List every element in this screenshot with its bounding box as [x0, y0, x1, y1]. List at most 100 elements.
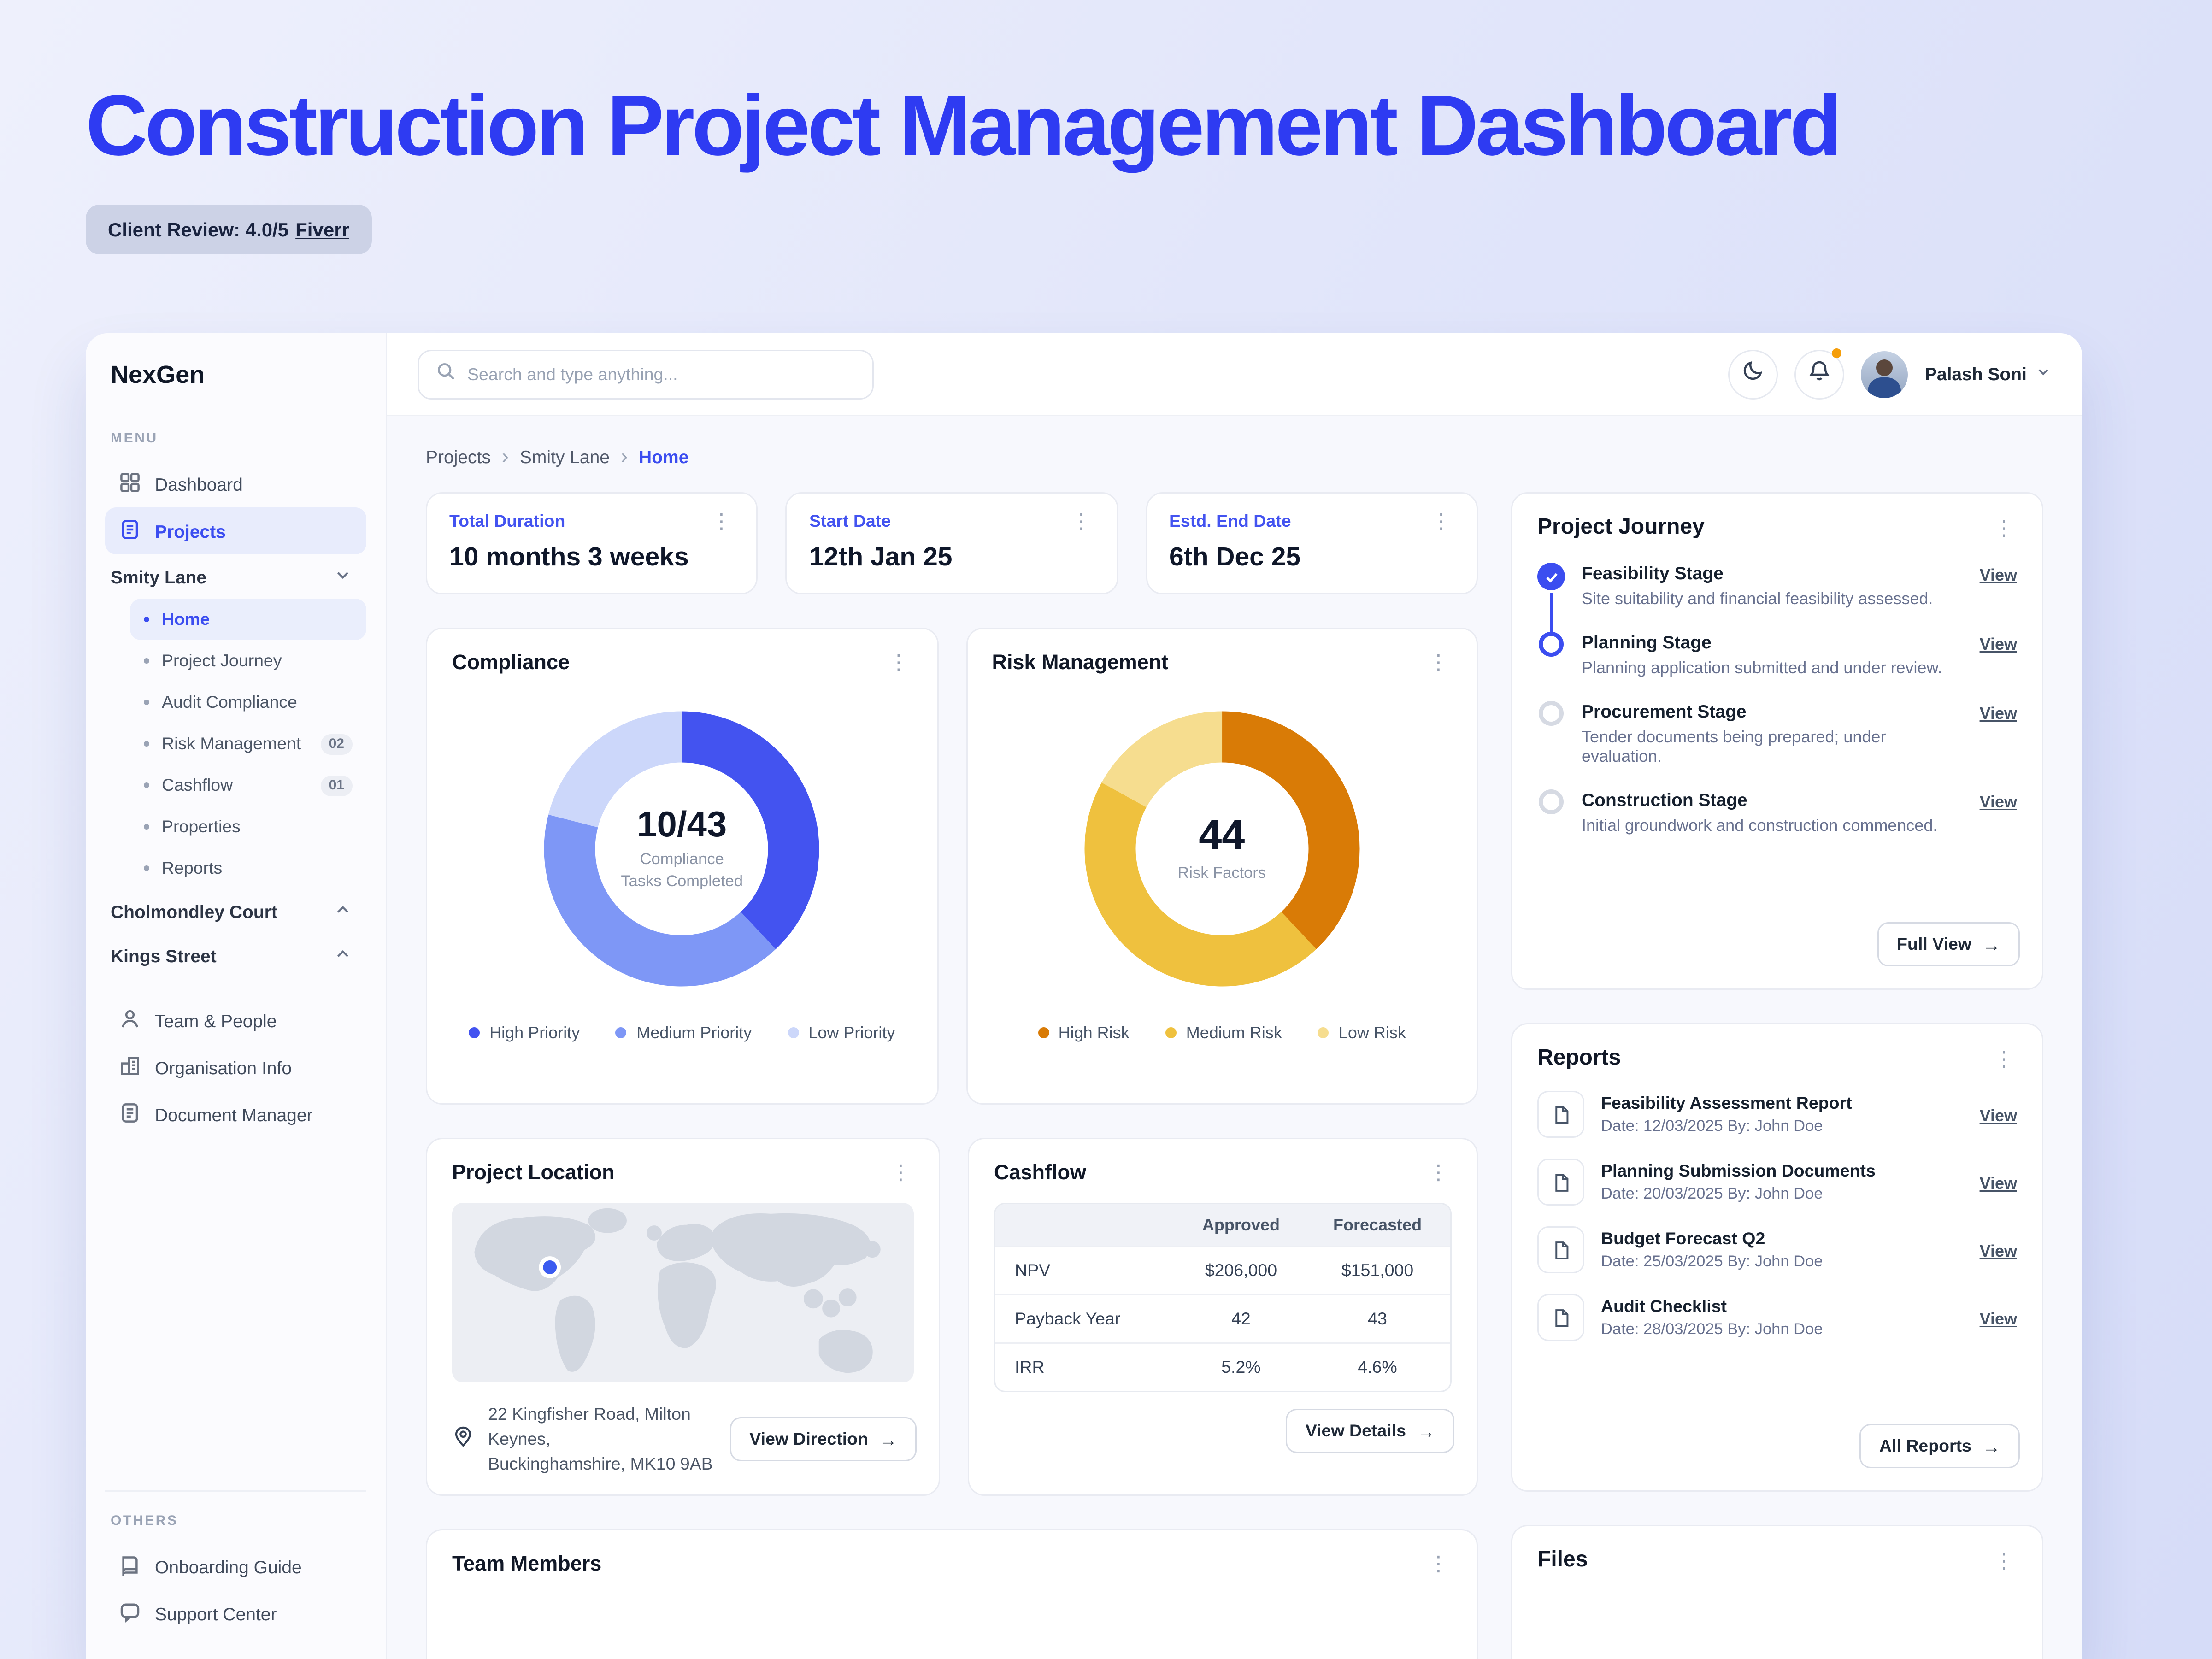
- bullet-icon: [144, 865, 149, 871]
- stat-value: 12th Jan 25: [809, 543, 953, 572]
- sidebar-item-risk-management[interactable]: Risk Management 02: [130, 723, 366, 765]
- sidebar-item-organisation-info[interactable]: Organisation Info: [105, 1044, 366, 1091]
- legend-dot: [469, 1027, 480, 1038]
- cell-approved: 5.2%: [1177, 1341, 1305, 1391]
- sidebar-item-onboarding-guide[interactable]: Onboarding Guide: [105, 1543, 366, 1590]
- sidebar-item-support-center[interactable]: Support Center: [105, 1590, 366, 1637]
- kebab-menu-icon[interactable]: ⋮: [1994, 516, 2014, 540]
- count-badge: 01: [320, 775, 353, 796]
- file-icon: [1537, 1226, 1584, 1273]
- sidebar-group-smity-lane[interactable]: Smity Lane: [105, 554, 366, 599]
- sidebar-item-home[interactable]: Home: [130, 599, 366, 640]
- stage-view-link[interactable]: View: [1979, 635, 2017, 654]
- stat-card-start-date: Start Date ⋮ 12th Jan 25: [785, 492, 1118, 594]
- kebab-menu-icon[interactable]: ⋮: [1071, 510, 1092, 534]
- sidebar-item-projects[interactable]: Projects: [105, 507, 366, 554]
- sidebar-item-properties[interactable]: Properties: [130, 806, 366, 847]
- stat-label: Total Duration: [449, 512, 565, 531]
- stage-desc: Site suitability and financial feasibili…: [1582, 589, 1933, 608]
- view-direction-button[interactable]: View Direction →: [730, 1417, 917, 1462]
- chevron-down-icon: [333, 565, 353, 588]
- project-location-card: Project Location ⋮: [426, 1138, 940, 1496]
- stage-title: Procurement Stage: [1582, 701, 1747, 722]
- legend-item: Medium Risk: [1165, 1023, 1282, 1042]
- search-input[interactable]: [467, 364, 856, 384]
- kebab-menu-icon[interactable]: ⋮: [1428, 651, 1449, 675]
- sidebar-item-label: Support Center: [155, 1603, 277, 1624]
- avatar[interactable]: [1861, 350, 1908, 398]
- report-view-link[interactable]: View: [1979, 1174, 2017, 1193]
- reports-card: Reports ⋮ Feasibility Assessment Report: [1511, 1023, 2043, 1492]
- search-box[interactable]: [418, 349, 874, 399]
- kebab-menu-icon[interactable]: ⋮: [711, 510, 732, 534]
- moon-icon: [1742, 359, 1765, 388]
- stat-label: Estd. End Date: [1169, 512, 1291, 531]
- legend-label: High Priority: [489, 1023, 580, 1042]
- kebab-menu-icon[interactable]: ⋮: [888, 651, 909, 675]
- report-view-link[interactable]: View: [1979, 1309, 2017, 1329]
- arrow-right-icon: →: [1417, 1420, 1435, 1441]
- review-badge: Client Review: 4.0/5 Fiverr: [86, 205, 371, 254]
- stage-view-link[interactable]: View: [1979, 792, 2017, 812]
- kebab-menu-icon[interactable]: ⋮: [1994, 1047, 2014, 1071]
- compliance-center-value: 10/43: [637, 804, 727, 846]
- building-icon: [119, 1054, 141, 1081]
- report-item: Feasibility Assessment Report Date: 12/0…: [1537, 1091, 2017, 1138]
- full-view-button[interactable]: Full View →: [1877, 922, 2020, 966]
- sidebar-item-project-journey[interactable]: Project Journey: [130, 640, 366, 682]
- sidebar-item-team-people[interactable]: Team & People: [105, 997, 366, 1044]
- stage-desc: Planning application submitted and under…: [1582, 658, 1942, 677]
- breadcrumb-home[interactable]: Home: [639, 447, 689, 467]
- breadcrumb-projects[interactable]: Projects: [426, 447, 491, 467]
- card-title: Project Journey: [1537, 516, 1705, 539]
- book-icon: [119, 1553, 141, 1580]
- stat-card-total-duration: Total Duration ⋮ 10 months 3 weeks: [426, 492, 758, 594]
- world-map[interactable]: [452, 1203, 914, 1382]
- col-header-forecasted: Forecasted: [1305, 1204, 1450, 1246]
- sidebar-item-document-manager[interactable]: Document Manager: [105, 1091, 366, 1138]
- stage-view-link[interactable]: View: [1979, 565, 2017, 585]
- sidebar-item-audit-compliance[interactable]: Audit Compliance: [130, 682, 366, 723]
- card-title: Team Members: [452, 1553, 602, 1576]
- legend-item: Medium Priority: [616, 1023, 752, 1042]
- breadcrumb-smity-lane[interactable]: Smity Lane: [519, 447, 610, 467]
- stage-desc: Tender documents being prepared; under e…: [1582, 727, 1886, 766]
- notifications-button[interactable]: [1794, 347, 1845, 399]
- report-view-link[interactable]: View: [1979, 1241, 2017, 1261]
- sidebar-item-dashboard[interactable]: Dashboard: [105, 460, 366, 507]
- kebab-menu-icon[interactable]: ⋮: [1994, 1549, 2014, 1573]
- kebab-menu-icon[interactable]: ⋮: [1428, 1553, 1449, 1576]
- user-menu[interactable]: Palash Soni: [1925, 364, 2052, 384]
- stage-title: Feasibility Stage: [1582, 563, 1724, 583]
- chevron-up-icon: [333, 944, 353, 967]
- legend-label: Medium Priority: [636, 1023, 752, 1042]
- sidebar-item-label: Projects: [155, 520, 226, 541]
- chevron-down-icon: [2035, 364, 2052, 384]
- legend-dot: [1318, 1027, 1329, 1038]
- stat-value: 10 months 3 weeks: [449, 543, 689, 572]
- dark-mode-button[interactable]: [1728, 349, 1778, 399]
- sidebar-item-reports[interactable]: Reports: [130, 847, 366, 889]
- cell-forecasted: 4.6%: [1305, 1341, 1450, 1391]
- kebab-menu-icon[interactable]: ⋮: [1430, 510, 1452, 534]
- cell-forecasted: $151,000: [1305, 1245, 1450, 1294]
- sidebar-group-kings-street[interactable]: Kings Street: [105, 933, 366, 977]
- kebab-menu-icon[interactable]: ⋮: [1428, 1161, 1449, 1185]
- report-item: Audit Checklist Date: 28/03/2025 By: Joh…: [1537, 1294, 2017, 1341]
- kebab-menu-icon[interactable]: ⋮: [890, 1161, 911, 1185]
- view-details-button[interactable]: View Details →: [1286, 1409, 1454, 1453]
- review-link[interactable]: Fiverr: [295, 218, 349, 241]
- stage-connector: [1550, 593, 1553, 651]
- stage-view-link[interactable]: View: [1979, 704, 2017, 723]
- person-icon: [119, 1007, 141, 1034]
- stage-construction: Construction Stage Initial groundwork an…: [1537, 789, 2017, 835]
- sidebar-group-cholmondley-court[interactable]: Cholmondley Court: [105, 889, 366, 933]
- bullet-icon: [144, 741, 149, 747]
- report-view-link[interactable]: View: [1979, 1106, 2017, 1125]
- stage-feasibility: Feasibility Stage Site suitability and f…: [1537, 563, 2017, 608]
- cell-forecasted: 43: [1305, 1293, 1450, 1342]
- all-reports-button[interactable]: All Reports →: [1859, 1424, 2020, 1468]
- sidebar-item-cashflow[interactable]: Cashflow 01: [130, 765, 366, 806]
- cell-approved: 42: [1177, 1293, 1305, 1342]
- row-label: IRR: [995, 1341, 1177, 1391]
